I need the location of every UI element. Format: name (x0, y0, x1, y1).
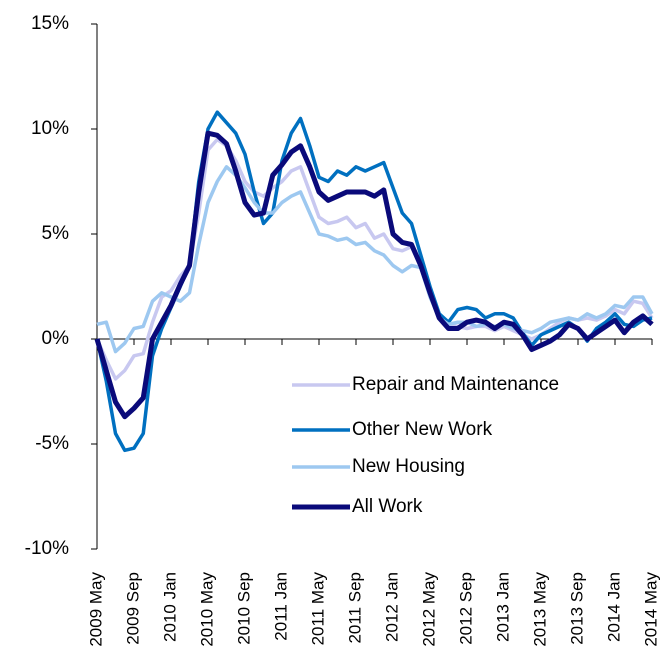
series-line (94, 130, 654, 420)
y-tick-label: 0% (42, 328, 70, 349)
x-tick-label: 2014 Jan (604, 572, 623, 642)
x-tick-label: 2010 Sep (234, 572, 253, 645)
x-tick-label: 2009 May (86, 572, 105, 647)
x-tick-label: 2009 Sep (123, 572, 142, 645)
x-tick-label: 2012 May (419, 572, 438, 647)
legend-label: New Housing (352, 456, 465, 477)
legend-label: Repair and Maintenance (352, 374, 559, 395)
legend-label: All Work (352, 496, 423, 517)
x-tick-label: 2013 Jan (493, 572, 512, 642)
x-tick-label: 2012 Jan (382, 572, 401, 642)
x-tick-label: 2011 Sep (345, 572, 364, 644)
y-tick-label: -5% (35, 433, 69, 454)
y-tick-label: -10% (25, 538, 69, 559)
x-tick-label: 2011 Jan (271, 572, 290, 641)
x-tick-label: 2013 May (530, 572, 549, 647)
series-line (96, 165, 654, 354)
x-tick-label: 2012 Sep (456, 572, 475, 645)
x-tick-label: 2010 May (197, 572, 216, 647)
x-tick-label: 2010 Jan (160, 572, 179, 642)
series-line (95, 137, 654, 381)
legend-label: Other New Work (352, 419, 493, 440)
y-tick-label: 15% (31, 13, 69, 34)
x-tick-label: 2013 Sep (567, 572, 586, 645)
x-tick-label: 2011 May (308, 572, 327, 646)
y-tick-label: 5% (42, 223, 70, 244)
x-tick-label: 2014 May (641, 572, 660, 647)
y-tick-label: 10% (31, 118, 69, 139)
